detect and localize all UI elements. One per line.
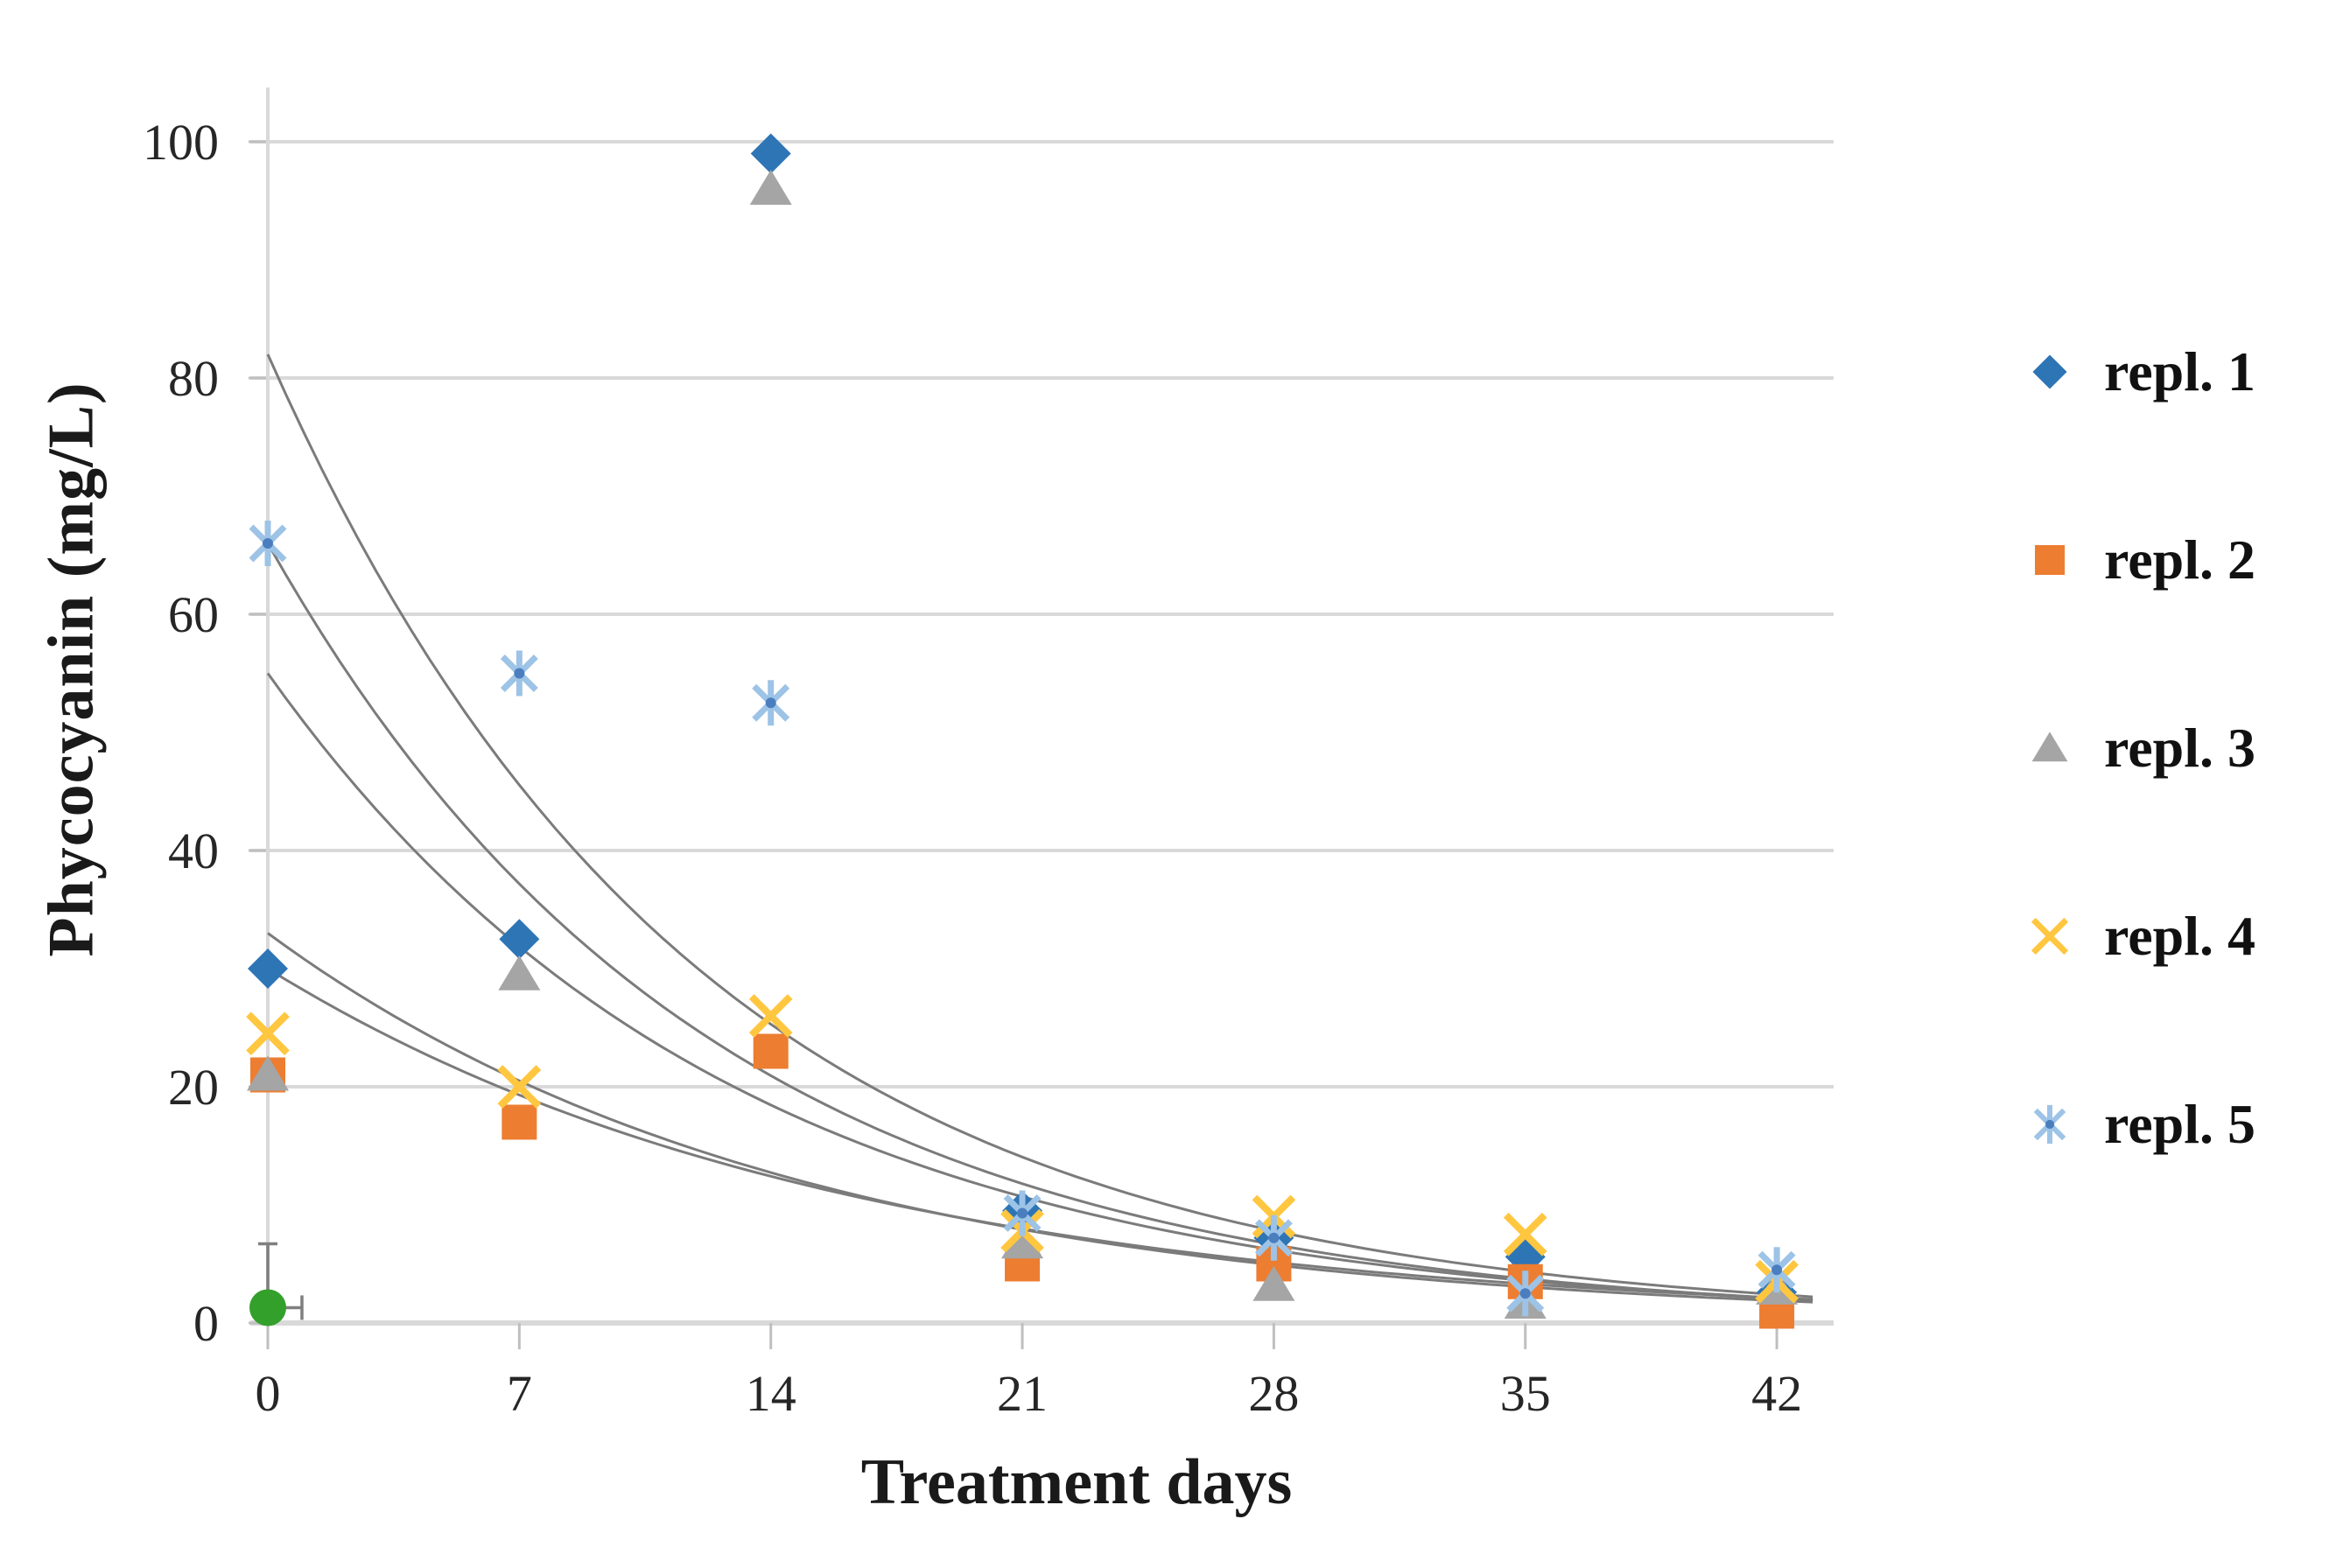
legend-item-repl-2: repl. 2 bbox=[2020, 523, 2255, 597]
trendlines bbox=[266, 354, 1813, 1304]
gridlines bbox=[249, 140, 1834, 1326]
legend-item-repl-5: repl. 5 bbox=[2020, 1088, 2255, 1161]
svg-text:60: 60 bbox=[168, 586, 219, 643]
legend-marker-square-icon bbox=[2020, 523, 2104, 597]
series-markers-3 bbox=[247, 170, 1799, 1320]
legend-marker-svg bbox=[2033, 1104, 2066, 1144]
svg-text:28: 28 bbox=[1248, 1365, 1299, 1422]
series-markers-1 bbox=[248, 133, 1798, 1312]
legend-marker-asterisk-icon bbox=[2020, 1088, 2104, 1161]
svg-text:0: 0 bbox=[256, 1365, 281, 1422]
legend-label: repl. 1 bbox=[2104, 340, 2256, 402]
legend-marker-svg bbox=[2031, 732, 2068, 762]
svg-text:35: 35 bbox=[1500, 1365, 1551, 1422]
legend-item-repl-1: repl. 1 bbox=[2020, 335, 2255, 409]
x-axis-ticks bbox=[266, 1323, 1778, 1349]
x-axis-title: Treatment days bbox=[860, 1446, 1293, 1518]
legend: repl. 1 repl. 2 repl. 3 repl. 4 repl. 5 bbox=[2020, 335, 2255, 1161]
trendline-repl2 bbox=[266, 542, 1813, 1302]
control-point bbox=[249, 1242, 304, 1326]
legend-marker-diamond-icon bbox=[2020, 335, 2104, 409]
legend-marker-svg bbox=[2032, 354, 2067, 389]
svg-text:20: 20 bbox=[168, 1059, 219, 1116]
legend-marker-svg bbox=[2031, 917, 2069, 956]
svg-text:80: 80 bbox=[168, 350, 219, 407]
svg-text:40: 40 bbox=[168, 822, 219, 879]
svg-text:14: 14 bbox=[746, 1365, 796, 1422]
svg-text:100: 100 bbox=[143, 114, 219, 171]
legend-item-repl-3: repl. 3 bbox=[2020, 711, 2255, 785]
svg-text:7: 7 bbox=[507, 1365, 532, 1422]
y-axis-title: Phycocyanin (mg/L) bbox=[35, 382, 108, 957]
svg-text:0: 0 bbox=[193, 1295, 219, 1352]
x-tick-labels: 0 7 14 21 28 35 42 bbox=[256, 1365, 1803, 1422]
y-tick-labels: 0 20 40 60 80 100 bbox=[143, 114, 219, 1352]
legend-label: repl. 4 bbox=[2104, 905, 2256, 967]
legend-label: repl. 5 bbox=[2104, 1093, 2256, 1155]
legend-item-repl-4: repl. 4 bbox=[2020, 900, 2255, 973]
trendline-repl3 bbox=[266, 672, 1813, 1302]
legend-label: repl. 3 bbox=[2104, 717, 2256, 779]
legend-marker-x-icon bbox=[2020, 900, 2104, 973]
svg-text:42: 42 bbox=[1751, 1365, 1802, 1422]
series-markers-5 bbox=[249, 521, 1796, 1317]
legend-marker-svg bbox=[2035, 545, 2065, 575]
legend-marker-triangle-icon bbox=[2020, 711, 2104, 785]
svg-text:21: 21 bbox=[997, 1365, 1048, 1422]
legend-label: repl. 2 bbox=[2104, 528, 2256, 591]
trendline-repl1 bbox=[266, 354, 1813, 1298]
